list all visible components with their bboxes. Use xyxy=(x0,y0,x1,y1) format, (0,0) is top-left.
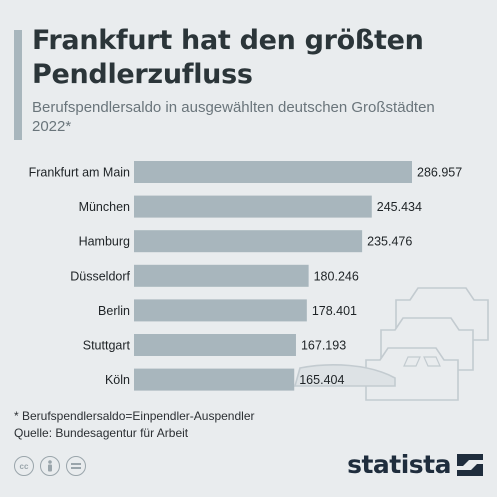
bar xyxy=(134,195,372,218)
footnote-note: * Berufspendlersaldo=Einpendler-Auspendl… xyxy=(14,409,255,423)
category-label: Stuttgart xyxy=(83,339,131,353)
equals-icon[interactable] xyxy=(66,456,86,476)
category-label: Berlin xyxy=(98,304,130,318)
chart-subtitle: Berufspendlersaldo in ausgewählten deuts… xyxy=(32,99,435,135)
value-label: 167.193 xyxy=(301,339,346,353)
category-label: Frankfurt am Main xyxy=(29,166,130,180)
person-icon[interactable] xyxy=(40,456,60,476)
bar xyxy=(134,230,363,253)
category-label: Hamburg xyxy=(79,235,130,249)
category-label: München xyxy=(79,200,130,214)
bar xyxy=(134,334,296,356)
license-icons: cc xyxy=(14,456,86,476)
statista-logo-icon xyxy=(457,453,483,476)
value-label: 178.401 xyxy=(312,304,357,318)
cars-illustration xyxy=(293,287,489,401)
cc-icon[interactable]: cc xyxy=(14,456,34,476)
bar xyxy=(134,299,307,322)
bar xyxy=(134,264,309,287)
value-label: 245.434 xyxy=(377,200,422,214)
value-label: 286.957 xyxy=(417,166,462,180)
chart-title: Frankfurt hat den größten Pendlerzufluss xyxy=(32,25,424,90)
category-label: Düsseldorf xyxy=(70,269,130,283)
value-label: 165.404 xyxy=(299,373,344,387)
title-accent-bar xyxy=(14,30,22,140)
value-label: 180.246 xyxy=(314,269,359,283)
category-label: Köln xyxy=(105,373,130,387)
statista-logo[interactable]: statista xyxy=(347,450,483,479)
statista-logo-text: statista xyxy=(347,450,451,479)
value-label: 235.476 xyxy=(367,235,412,249)
bar xyxy=(134,368,295,391)
footnote-source: Quelle: Bundesagentur für Arbeit xyxy=(14,426,189,440)
bar xyxy=(134,161,412,183)
footnote: * Berufspendlersaldo=Einpendler-Auspendl… xyxy=(14,408,255,442)
